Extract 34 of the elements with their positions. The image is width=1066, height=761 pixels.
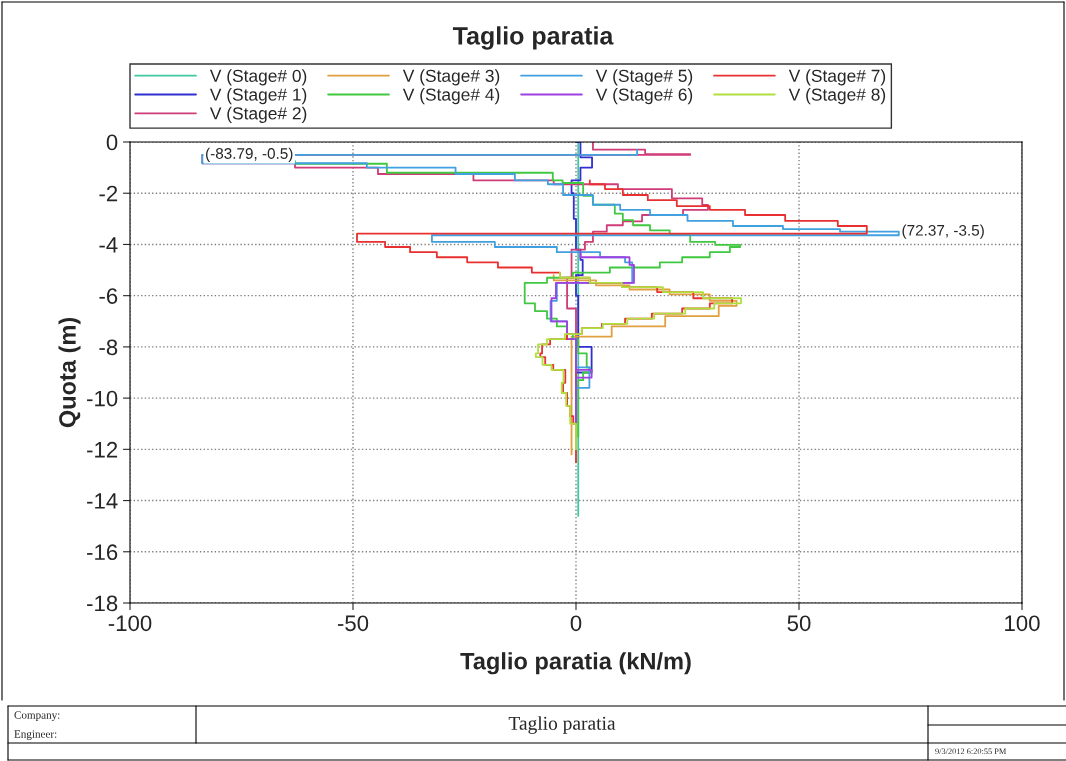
text: Engineer: [14,730,57,741]
y-tick-label: -4 [99,237,118,253]
legend-label: V (Stage# 7) [788,69,886,86]
legend-label: V (Stage# 4) [402,88,500,105]
line-series [294,160,742,438]
annotation: (72.37, -3.5) [902,224,984,239]
y-tick-label: -2 [99,185,118,202]
annotation: (-83.79, -0.5) [206,147,293,162]
y-tick-label: -14 [87,493,118,509]
x-tick-label: 50 [787,615,811,632]
y-tick-label: -12 [87,441,118,458]
x-tick-label: 0 [570,615,582,632]
legend-label: V (Stage# 6) [595,88,693,105]
text: Company: [14,711,60,722]
chart-title: Taglio paratia [452,26,614,50]
y-tick-label: -10 [87,390,118,407]
text: Taglio paratia [508,716,616,734]
y-tick-label: -18 [87,595,118,612]
legend-label: V (Stage# 2) [209,106,307,123]
x-axis-title: Taglio paratia (kN/m) [460,652,691,675]
legend-label: V (Stage# 0) [209,69,307,86]
legend-label: V (Stage# 8) [788,88,886,105]
y-tick-label: 0 [106,134,118,151]
x-tick-label: -50 [337,615,369,632]
x-tick-label: -100 [108,615,152,632]
legend-label: V (Stage# 5) [595,69,693,86]
text: 9/3/2012 6:20:55 PM [935,748,1007,755]
y-tick-label: -6 [99,288,118,304]
y-axis-title: Quota (m) [58,317,81,428]
legend-label: V (Stage# 1) [209,88,307,105]
x-tick-label: 100 [1005,615,1040,632]
y-tick-label: -8 [99,339,118,356]
y-tick-label: -16 [87,544,118,561]
legend-label: V (Stage# 3) [402,69,500,86]
